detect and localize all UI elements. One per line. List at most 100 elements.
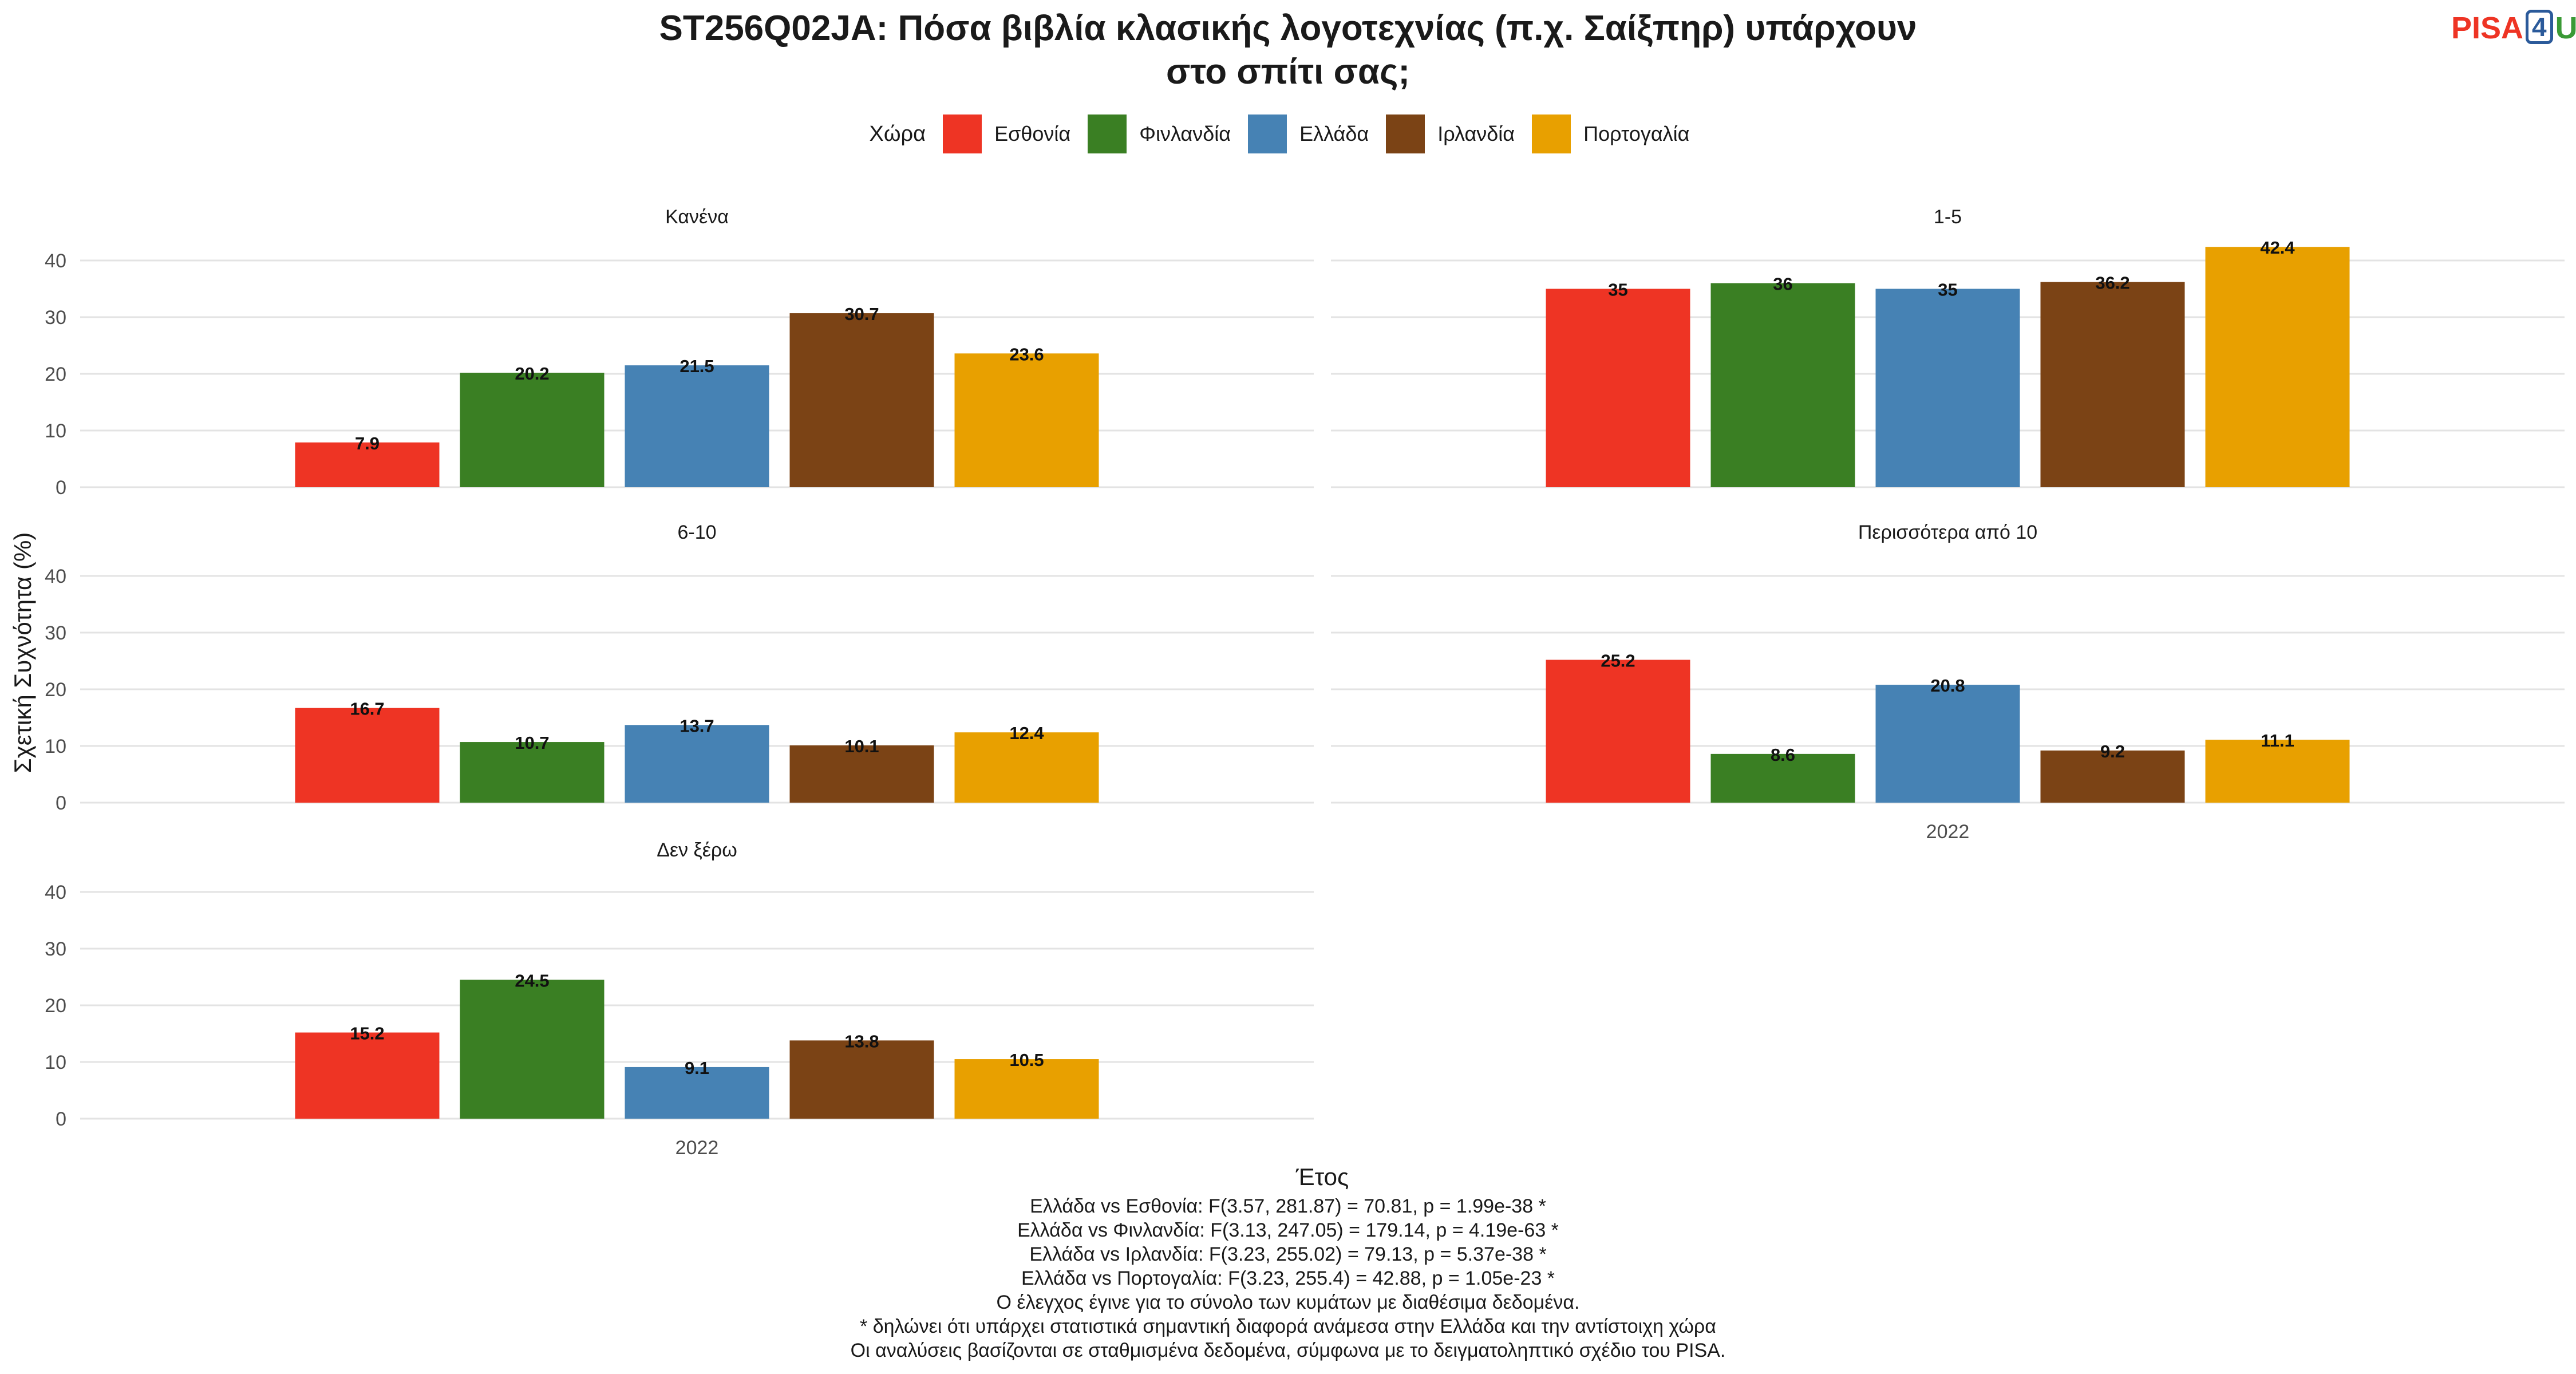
y-tick-label: 20 <box>45 679 66 701</box>
legend-label: Φινλανδία <box>1139 122 1231 145</box>
chart-title-line1: ST256Q02JA: Πόσα βιβλία κλασικής λογοτεχ… <box>659 9 1917 48</box>
y-tick-label: 30 <box>45 307 66 329</box>
bar-φινλανδία <box>1710 283 1855 487</box>
data-label: 30.7 <box>844 304 879 324</box>
data-label: 25.2 <box>1601 651 1635 671</box>
legend-swatch <box>1532 114 1571 153</box>
bar-ιρλανδία <box>789 313 934 487</box>
logo-part-pisa: PISA <box>2451 11 2524 45</box>
bar-ιρλανδία <box>2040 750 2185 803</box>
note-line: Οι αναλύσεις βασίζονται σε σταθμισμένα δ… <box>850 1340 1726 1361</box>
data-label: 13.8 <box>844 1031 879 1051</box>
data-label: 9.2 <box>2100 741 2125 761</box>
bar-εσθονία <box>295 1032 440 1119</box>
data-label: 10.7 <box>515 733 549 753</box>
note-line: Ελλάδα vs Πορτογαλία: F(3.23, 255.4) = 4… <box>1021 1268 1555 1289</box>
bar-ιρλανδία <box>789 1040 934 1119</box>
bar-πορτογαλία <box>954 732 1099 803</box>
bar-ελλάδα <box>625 725 769 803</box>
facet-label-περισσότερα-από-10: Περισσότερα από 10 <box>1858 522 2037 543</box>
legend-item-portugal: Πορτογαλία <box>1532 114 1689 153</box>
legend-swatch <box>1088 114 1127 153</box>
data-label: 35 <box>1608 280 1627 300</box>
data-label: 42.4 <box>2260 238 2295 258</box>
logo-part-4: 4 <box>2526 10 2553 44</box>
legend-item-greece: Ελλάδα <box>1248 114 1369 153</box>
data-label: 20.8 <box>1930 676 1965 696</box>
bar-ελλάδα <box>625 1067 769 1119</box>
bar-ιρλανδία <box>789 745 934 803</box>
facet-label-6-10: 6-10 <box>677 522 716 543</box>
note-line: Ο έλεγχος έγινε για το σύνολο των κυμάτω… <box>996 1292 1580 1313</box>
bar-πορτογαλία <box>954 353 1099 487</box>
data-label: 9.1 <box>685 1058 709 1078</box>
data-label: 24.5 <box>515 970 549 990</box>
x-tick-label: 2022 <box>675 1137 719 1159</box>
y-tick-label: 0 <box>56 1108 66 1130</box>
legend-swatch <box>943 114 982 153</box>
y-axis-title: Σχετική Συχνότητα (%) <box>9 532 36 773</box>
chart-title: ST256Q02JA: Πόσα βιβλία κλασικής λογοτεχ… <box>0 7 2576 94</box>
legend-title: Χώρα <box>869 121 926 146</box>
bar-εσθονία <box>1546 289 1690 487</box>
legend-swatch <box>1386 114 1425 153</box>
y-tick-label: 10 <box>45 420 66 442</box>
facet-label-δεν-ξέρω: Δεν ξέρω <box>657 839 737 861</box>
y-tick-label: 10 <box>45 736 66 757</box>
data-label: 23.6 <box>1009 344 1044 364</box>
y-tick-label: 40 <box>45 882 66 903</box>
logo-part-u: U <box>2555 11 2576 45</box>
bar-πορτογαλία <box>2205 247 2350 487</box>
data-label: 35 <box>1938 280 1957 300</box>
bar-ελλάδα <box>625 365 769 487</box>
bar-φινλανδία <box>460 742 605 803</box>
chart-legend: Χώρα Εσθονία Φινλανδία Ελλάδα Ιρλανδία Π… <box>0 114 2576 153</box>
x-tick-label: 2022 <box>1926 821 1970 843</box>
y-tick-label: 0 <box>56 477 66 499</box>
data-label: 15.2 <box>350 1024 384 1044</box>
data-label: 8.6 <box>1771 745 1795 765</box>
bar-ελλάδα <box>1875 289 2020 487</box>
y-tick-label: 40 <box>45 250 66 272</box>
bar-εσθονία <box>295 708 440 803</box>
legend-label: Πορτογαλία <box>1583 122 1690 145</box>
bar-εσθονία <box>1546 660 1690 803</box>
data-label: 12.4 <box>1009 723 1044 743</box>
pisa4u-logo: PISA 4 U <box>2451 8 2576 48</box>
bar-φινλανδία <box>460 373 605 487</box>
legend-swatch <box>1248 114 1287 153</box>
y-tick-label: 30 <box>45 622 66 644</box>
bar-ελλάδα <box>1875 685 2020 803</box>
legend-item-ireland: Ιρλανδία <box>1386 114 1515 153</box>
data-label: 16.7 <box>350 699 384 719</box>
data-label: 36 <box>1773 274 1792 294</box>
bar-φινλανδία <box>1710 753 1855 803</box>
note-line: * δηλώνει ότι υπάρχει στατιστικά σημαντι… <box>860 1316 1716 1337</box>
data-label: 7.9 <box>355 433 380 453</box>
legend-label: Εσθονία <box>994 122 1071 145</box>
y-tick-label: 20 <box>45 995 66 1017</box>
legend-item-estonia: Εσθονία <box>943 114 1070 153</box>
y-tick-label: 10 <box>45 1052 66 1073</box>
data-label: 10.5 <box>1009 1050 1044 1070</box>
chart-title-line2: στο σπίτι σας; <box>1165 52 1411 92</box>
chart-notes: Ελλάδα vs Εσθονία: F(3.57, 281.87) = 70.… <box>0 1194 2576 1363</box>
data-label: 20.2 <box>515 364 549 384</box>
data-label: 10.1 <box>844 736 879 756</box>
facet-label-κανένα: Κανένα <box>665 206 729 228</box>
data-label: 21.5 <box>679 356 714 376</box>
y-tick-label: 20 <box>45 364 66 385</box>
bar-πορτογαλία <box>2205 740 2350 803</box>
faceted-bar-chart: 0 10 20 30 40 Κανένα 7.9 20.2 21.5 30.7 23.6 1-5 35 3… <box>9 206 2565 1190</box>
note-line: Ελλάδα vs Εσθονία: F(3.57, 281.87) = 70.… <box>1030 1195 1546 1217</box>
legend-label: Ιρλανδία <box>1437 122 1515 145</box>
bar-φινλανδία <box>460 980 605 1119</box>
legend-item-finland: Φινλανδία <box>1088 114 1231 153</box>
note-line: Ελλάδα vs Φινλανδία: F(3.13, 247.05) = 1… <box>1017 1219 1559 1241</box>
note-line: Ελλάδα vs Ιρλανδία: F(3.23, 255.02) = 79… <box>1029 1243 1547 1265</box>
legend-label: Ελλάδα <box>1299 122 1369 145</box>
data-label: 36.2 <box>2095 273 2129 293</box>
y-tick-label: 40 <box>45 566 66 587</box>
facet-label-1-5: 1-5 <box>1934 206 1962 228</box>
data-label: 11.1 <box>2261 731 2294 751</box>
